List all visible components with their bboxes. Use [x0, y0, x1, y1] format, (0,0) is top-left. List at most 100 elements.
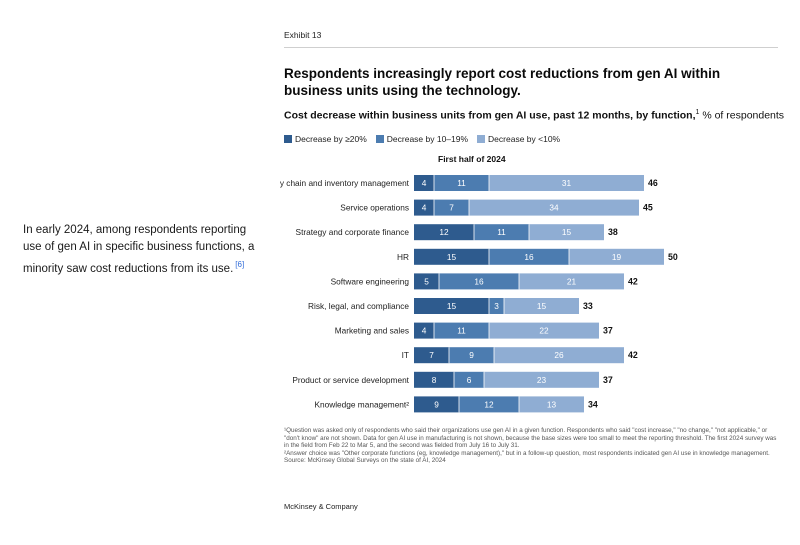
- bar-segment-series-3: [519, 273, 624, 290]
- data-label-series-2: 11: [457, 326, 466, 336]
- chart-legend: Decrease by ≥20% Decrease by 10–19% Decr…: [284, 134, 560, 144]
- data-label-series-3: 15: [537, 301, 547, 311]
- category-label: Knowledge management²: [314, 399, 409, 409]
- bar-segment-series-2: [449, 347, 494, 364]
- bar-segment-series-2: [439, 273, 519, 290]
- data-label-series-3: 21: [567, 276, 577, 286]
- total-label: 33: [583, 301, 593, 311]
- total-label: 37: [603, 326, 613, 336]
- data-label-series-2: 11: [497, 227, 506, 237]
- category-label: Service operations: [340, 203, 409, 213]
- data-label-series-3: 19: [612, 252, 622, 262]
- bar-segment-series-3: [494, 347, 624, 364]
- bar-segment-series-3: [484, 371, 599, 388]
- data-label-series-2: 12: [484, 399, 494, 409]
- legend-label-series-1: Decrease by ≥20%: [295, 134, 367, 144]
- footnote-reference-link[interactable]: [6]: [235, 260, 245, 269]
- bar-segment-series-3: [504, 298, 579, 314]
- period-label: First half of 2024: [438, 154, 506, 164]
- bar-segment-series-1: [414, 298, 489, 314]
- legend-label-series-2: Decrease by 10–19%: [386, 134, 469, 144]
- data-label-series-1: 9: [434, 399, 439, 409]
- total-label: 45: [643, 203, 653, 213]
- footnote-1: ¹Question was asked only of respondents …: [284, 427, 777, 450]
- data-label-series-3: 22: [539, 326, 549, 336]
- bar-segment-series-2: [489, 298, 504, 314]
- data-label-series-3: 26: [554, 350, 564, 360]
- brand-name: McKinsey & Company: [284, 502, 358, 511]
- category-label: HR: [397, 252, 409, 262]
- chart-subtitle: Cost decrease within business units from…: [284, 109, 784, 122]
- category-label: Strategy and corporate finance: [296, 227, 410, 237]
- data-label-series-2: 11: [457, 178, 466, 188]
- data-label-series-3: 13: [547, 399, 557, 409]
- data-label-series-1: 8: [432, 375, 437, 385]
- bar-segment-series-2: [434, 322, 489, 339]
- chart-title: Respondents increasingly report cost red…: [284, 66, 721, 98]
- total-label: 37: [603, 375, 613, 385]
- bar-segment-series-2: [454, 371, 484, 388]
- total-label: 42: [628, 350, 638, 360]
- bar-segment-series-1: [414, 347, 449, 364]
- bar-segment-series-1: [414, 199, 434, 216]
- data-label-series-1: 12: [439, 227, 449, 237]
- legend-item-series-3: Decrease by <10%: [477, 134, 560, 144]
- bar-segment-series-3: [519, 396, 584, 413]
- total-label: 46: [648, 178, 658, 188]
- bar-segment-series-1: [414, 371, 454, 388]
- legend-label-series-3: Decrease by <10%: [488, 134, 561, 144]
- category-label: Marketing and sales: [335, 326, 409, 336]
- data-label-series-3: 34: [549, 203, 559, 213]
- legend-swatch-series-2: [375, 135, 384, 143]
- bar-segment-series-2: [434, 199, 469, 216]
- bar-segment-series-2: [474, 224, 529, 241]
- bar-segment-series-3: [489, 175, 644, 191]
- data-label-series-1: 15: [447, 301, 457, 311]
- data-label-series-2: 3: [494, 301, 499, 311]
- side-text: In early 2024, among respondents reporti…: [23, 222, 263, 278]
- stacked-bar-chart: Supply chain and inventory management 4 11…: [280, 175, 678, 413]
- legend-item-series-2: Decrease by 10–19%: [375, 134, 469, 144]
- total-label: 50: [668, 252, 678, 262]
- divider: [284, 47, 778, 48]
- data-label-series-1: 4: [422, 326, 427, 336]
- bar-segment-series-1: [414, 175, 434, 191]
- category-label: Risk, legal, and compliance: [308, 301, 409, 311]
- data-label-series-1: 4: [422, 203, 427, 213]
- total-label: 38: [608, 227, 618, 237]
- category-label: IT: [402, 350, 409, 360]
- bar-segment-series-3: [529, 224, 604, 241]
- data-label-series-1: 4: [422, 178, 427, 188]
- data-label-series-2: 16: [474, 276, 484, 286]
- data-label-series-3: 15: [562, 227, 572, 237]
- data-label-series-2: 9: [469, 350, 474, 360]
- chart-subtitle-footnote-mark: 1: [695, 109, 700, 116]
- data-label-series-1: 7: [429, 350, 434, 360]
- legend-item-series-1: Decrease by ≥20%: [284, 134, 367, 144]
- category-label: Product or service development: [292, 375, 409, 385]
- bar-segment-series-1: [414, 273, 439, 290]
- data-label-series-3: 31: [562, 178, 572, 188]
- data-label-series-1: 5: [424, 276, 429, 286]
- source-note: Source: McKinsey Global Surveys on the s…: [284, 457, 446, 465]
- bar-segment-series-2: [434, 175, 489, 191]
- bar-segment-series-1: [414, 322, 434, 339]
- bar-segment-series-1: [414, 248, 489, 265]
- bar-segment-series-3: [469, 199, 639, 216]
- data-label-series-1: 15: [447, 252, 457, 262]
- category-label: Supply chain and inventory management: [280, 178, 410, 188]
- legend-swatch-series-1: [284, 135, 292, 143]
- bar-segment-series-1: [414, 396, 459, 413]
- legend-swatch-series-3: [477, 135, 486, 143]
- chart-subtitle-unit: % of respondents: [699, 109, 785, 122]
- exhibit-label: Exhibit 13: [284, 30, 322, 40]
- chart-subtitle-main: Cost decrease within business units from…: [284, 109, 696, 122]
- bar-segment-series-2: [489, 248, 569, 265]
- bar-segment-series-3: [569, 248, 664, 265]
- data-label-series-2: 7: [449, 203, 454, 213]
- bar-segment-series-2: [459, 396, 519, 413]
- footnote-2: ²Answer choice was "Other corporate func…: [284, 449, 770, 457]
- data-label-series-3: 23: [537, 375, 547, 385]
- data-label-series-2: 16: [524, 252, 534, 262]
- footnotes: ¹Question was asked only of respondents …: [284, 427, 778, 465]
